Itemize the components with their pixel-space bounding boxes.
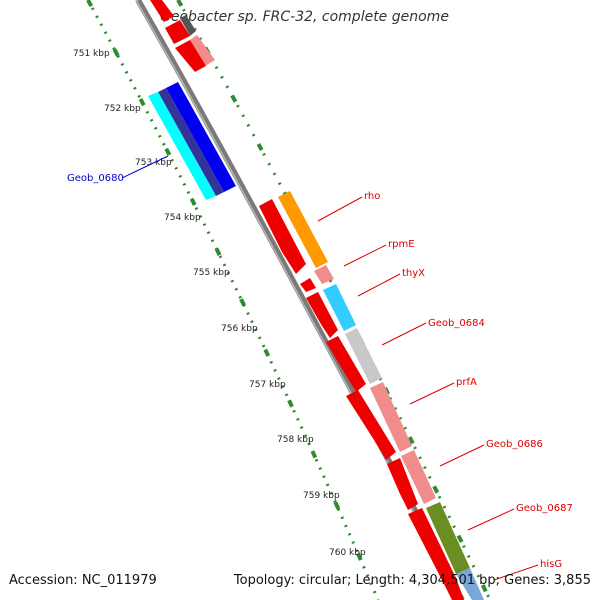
- leader-rpme: [343, 244, 387, 267]
- gene-block[interactable]: [187, 35, 215, 66]
- gene-thyx[interactable]: [323, 284, 356, 331]
- gene-label-geob-0686[interactable]: Geob_0686: [486, 439, 543, 450]
- gene-red-arrow-6[interactable]: [444, 578, 464, 600]
- gene-small-red[interactable]: [300, 278, 316, 292]
- leader-hisg: [493, 564, 539, 581]
- tick-label: 756 kbp: [221, 324, 258, 334]
- tick-label: 759 kbp: [303, 491, 340, 501]
- gene-geob-0687[interactable]: [426, 502, 470, 574]
- genome-summary-text: Topology: circular; Length: 4,304,501 bp…: [233, 573, 591, 588]
- leader-thyx: [357, 273, 401, 297]
- gene-label-geob-0680[interactable]: Geob_0680: [67, 173, 124, 184]
- gene-prfa[interactable]: [370, 382, 412, 452]
- gene-red-arrow-2[interactable]: [326, 336, 366, 392]
- gene-block[interactable]: [165, 20, 190, 44]
- gene-label-leaders: [121, 155, 539, 581]
- gene-labels: Geob_0680 rho rpmE thyX Geob_0684 prfA G…: [67, 173, 573, 570]
- gene-rpme[interactable]: [314, 265, 334, 284]
- gene-geob-0686[interactable]: [401, 450, 436, 504]
- leader-geob-0684: [381, 322, 427, 346]
- gene-rho[interactable]: [278, 191, 328, 268]
- gene-block[interactable]: [148, 92, 216, 200]
- gene-label-thyx[interactable]: thyX: [402, 268, 425, 279]
- tick-label: 757 kbp: [249, 380, 286, 390]
- gene-label-hisg[interactable]: hisG: [540, 559, 562, 570]
- inner-dotted-track-ticks: [86, 0, 380, 600]
- gene-label-geob-0687[interactable]: Geob_0687: [516, 503, 573, 514]
- gene-red-arrow-3[interactable]: [346, 390, 396, 460]
- gene-red-arrow-4[interactable]: [387, 458, 418, 510]
- leader-geob-0686: [439, 444, 485, 467]
- tick-label: 752 kbp: [104, 104, 141, 114]
- gene-hisg[interactable]: [456, 568, 484, 600]
- tick-label: 760 kbp: [329, 548, 366, 558]
- gene-red-arrow-5[interactable]: [408, 508, 456, 584]
- outer-dotted-track-ticks: [176, 0, 492, 600]
- gene-block[interactable]: [150, 0, 174, 22]
- gene-block[interactable]: [158, 88, 224, 196]
- gene-label-rho[interactable]: rho: [364, 191, 380, 202]
- leader-geob-0687: [467, 508, 515, 531]
- leader-prfa: [409, 382, 455, 405]
- top-genes: [150, 0, 215, 72]
- leader-rho: [317, 196, 363, 222]
- tick-label: 758 kbp: [277, 435, 314, 445]
- tick-label: 755 kbp: [193, 268, 230, 278]
- gene-geob-0684[interactable]: [345, 328, 382, 384]
- gene-block[interactable]: [180, 15, 196, 36]
- gene-rho-direction[interactable]: [259, 199, 306, 274]
- tick-label: 751 kbp: [73, 49, 110, 59]
- gene-label-prfa[interactable]: prfA: [456, 377, 477, 388]
- right-genes: [259, 191, 484, 600]
- gene-label-rpme[interactable]: rpmE: [388, 239, 415, 250]
- tick-label: 754 kbp: [164, 213, 201, 223]
- gene-red-arrow[interactable]: [306, 292, 338, 338]
- accession-text: Accession: NC_011979: [9, 573, 157, 588]
- gene-block[interactable]: [166, 82, 236, 192]
- left-genes: [148, 82, 236, 200]
- leader-geob-0680: [121, 155, 169, 179]
- gene-label-geob-0684[interactable]: Geob_0684: [428, 318, 485, 329]
- gene-block[interactable]: [175, 40, 206, 72]
- genome-title: Geobacter sp. FRC-32, complete genome: [160, 9, 449, 25]
